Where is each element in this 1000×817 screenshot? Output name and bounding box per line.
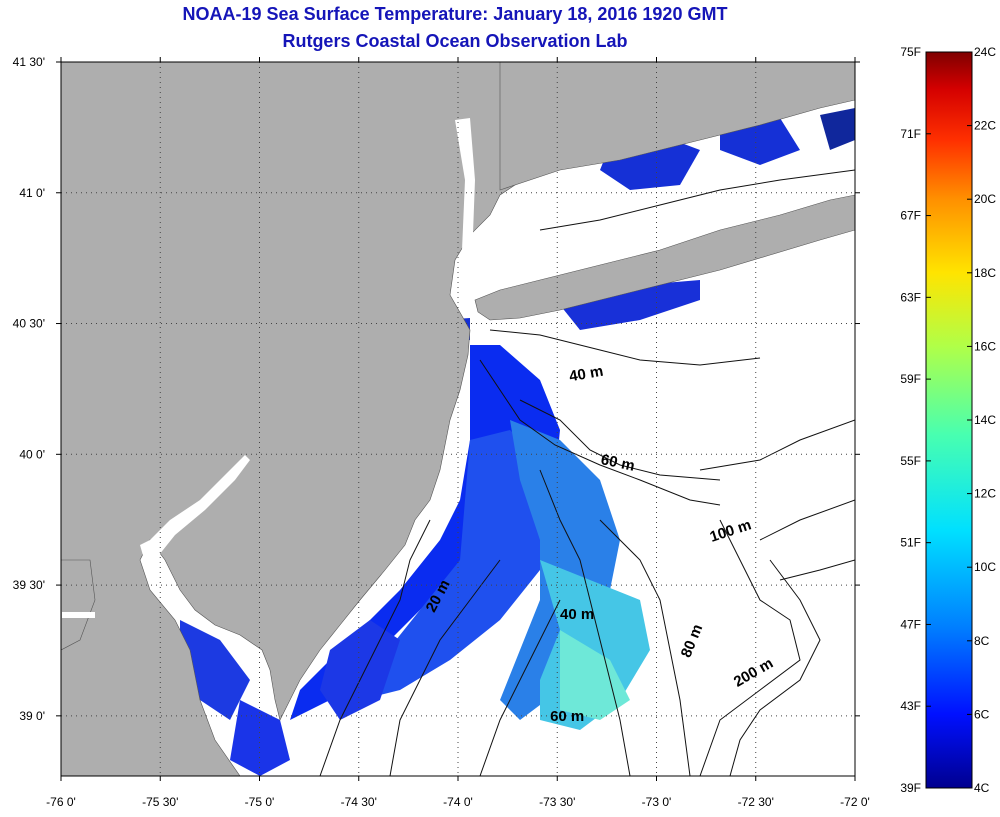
- land-layer: [61, 62, 855, 776]
- colorbar: [925, 51, 973, 789]
- colorbar-c-label: 18C: [974, 266, 996, 280]
- colorbar-f-label: 55F: [900, 454, 921, 468]
- lon-label: -73 0': [642, 795, 672, 809]
- lon-label: -73 30': [539, 795, 575, 809]
- longitude-labels: -76 0' -75 30' -75 0' -74 30' -74 0' -73 30' -…: [46, 57, 870, 809]
- colorbar-c-label: 20C: [974, 192, 996, 206]
- lat-label: 39 0': [19, 709, 45, 723]
- colorbar-celsius-labels: 24C 22C 20C 18C 16C 14C 12C 10C 8C 6C 4C: [967, 45, 996, 795]
- colorbar-c-label: 10C: [974, 560, 996, 574]
- lon-label: -75 0': [245, 795, 275, 809]
- lon-label: -74 30': [341, 795, 377, 809]
- lat-label: 41 30': [13, 55, 45, 69]
- lat-label: 39 30': [13, 578, 45, 592]
- colorbar-c-label: 22C: [974, 119, 996, 133]
- colorbar-c-label: 12C: [974, 487, 996, 501]
- rivers-layer: [62, 118, 475, 618]
- depth-contour-label: 40 m: [568, 363, 605, 386]
- colorbar-f-label: 47F: [900, 617, 921, 631]
- colorbar-fahrenheit-labels: 75F 71F 67F 63F 59F 55F 51F 47F 43F 39F: [900, 45, 931, 795]
- colorbar-c-label: 8C: [974, 634, 990, 648]
- colorbar-c-label: 16C: [974, 339, 996, 353]
- colorbar-c-label: 14C: [974, 413, 996, 427]
- colorbar-f-label: 67F: [900, 209, 921, 223]
- map-title: NOAA-19 Sea Surface Temperature: January…: [182, 4, 728, 24]
- lon-label: -72 0': [840, 795, 870, 809]
- lon-label: -75 30': [142, 795, 178, 809]
- colorbar-f-label: 75F: [900, 45, 921, 59]
- colorbar-c-label: 6C: [974, 707, 990, 721]
- colorbar-f-label: 59F: [900, 372, 921, 386]
- depth-contour-label: 60 m: [599, 451, 636, 475]
- sst-data-layer: [180, 108, 855, 776]
- colorbar-c-label: 4C: [974, 781, 990, 795]
- lon-label: -74 0': [443, 795, 473, 809]
- colorbar-f-label: 71F: [900, 127, 921, 141]
- lat-label: 40 30': [13, 317, 45, 331]
- lat-label: 40 0': [19, 447, 45, 461]
- colorbar-f-label: 43F: [900, 699, 921, 713]
- depth-contour-label: 40 m: [560, 606, 594, 623]
- bathymetry-contours: [319, 169, 855, 776]
- lat-label: 41 0': [19, 186, 45, 200]
- graticule: [61, 62, 855, 776]
- colorbar-c-label: 24C: [974, 45, 996, 59]
- colorbar-f-label: 51F: [900, 536, 921, 550]
- colorbar-f-label: 63F: [900, 290, 921, 304]
- lon-label: -76 0': [46, 795, 76, 809]
- colorbar-f-label: 39F: [900, 781, 921, 795]
- lon-label: -72 30': [738, 795, 774, 809]
- latitude-labels: 41 30' 41 0' 40 30' 40 0' 39 30' 39 0': [13, 55, 860, 723]
- map-subtitle: Rutgers Coastal Ocean Observation Lab: [282, 31, 628, 51]
- depth-contour-label: 60 m: [550, 708, 584, 725]
